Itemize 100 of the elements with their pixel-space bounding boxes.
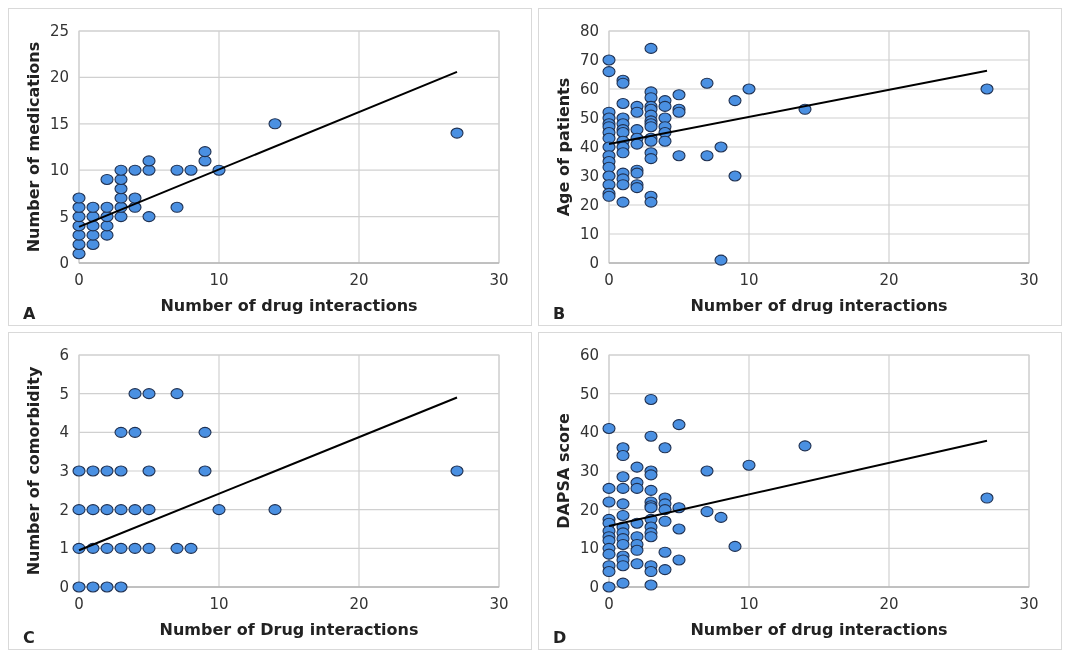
y-axis-title: Number of comorbidity xyxy=(24,366,43,576)
point xyxy=(72,238,86,250)
point xyxy=(86,201,100,213)
point xyxy=(170,164,184,176)
point xyxy=(142,465,156,477)
point xyxy=(184,164,198,176)
point xyxy=(268,118,282,130)
point xyxy=(86,229,100,241)
point xyxy=(72,201,86,213)
x-axis-title: Number of drug interactions xyxy=(160,296,418,315)
x-axis-title: Number of Drug interactions xyxy=(159,620,419,639)
text: A xyxy=(23,304,36,323)
x-tick-label: 20 xyxy=(349,271,369,289)
point xyxy=(198,426,212,438)
point xyxy=(114,183,128,195)
point xyxy=(114,426,128,438)
point xyxy=(72,465,86,477)
y-tick-label: 70 xyxy=(579,51,599,69)
point xyxy=(114,211,128,223)
point xyxy=(142,211,156,223)
point xyxy=(86,238,100,250)
point xyxy=(100,542,114,554)
y-tick-label: 40 xyxy=(579,138,599,156)
y-tick-label: 6 xyxy=(59,346,69,364)
x-tick-label: 30 xyxy=(1019,595,1039,613)
point xyxy=(142,504,156,516)
point xyxy=(100,201,114,213)
point xyxy=(114,542,128,554)
point xyxy=(100,465,114,477)
point xyxy=(114,581,128,593)
point xyxy=(72,581,86,593)
point xyxy=(114,465,128,477)
y-tick-label: 50 xyxy=(579,109,599,127)
y-tick-label: 5 xyxy=(59,384,69,403)
point xyxy=(114,504,128,516)
point xyxy=(170,542,184,554)
y-tick-label: 25 xyxy=(49,22,69,40)
y-tick-label: 3 xyxy=(59,462,69,480)
point xyxy=(170,201,184,213)
y-tick-label: 60 xyxy=(579,80,599,98)
y-tick-label: 1 xyxy=(59,539,69,558)
point xyxy=(184,542,198,554)
point xyxy=(142,388,156,400)
y-tick-label: 10 xyxy=(579,539,599,558)
x-tick-label: 20 xyxy=(879,595,899,613)
y-tick-label: 0 xyxy=(59,254,69,272)
point xyxy=(212,504,226,516)
point xyxy=(128,388,142,400)
y-axis-title: DAPSA score xyxy=(554,413,573,529)
x-tick-label: 10 xyxy=(209,271,229,289)
y-tick-label: 4 xyxy=(59,423,69,442)
text: B xyxy=(553,304,566,323)
x-axis-title: Number of drug interactions xyxy=(690,296,948,315)
point xyxy=(128,542,142,554)
y-tick-label: 30 xyxy=(579,462,599,480)
x-tick-label: 0 xyxy=(604,595,614,613)
x-tick-label: 20 xyxy=(879,271,899,289)
point xyxy=(114,192,128,204)
point xyxy=(114,173,128,186)
x-axis-title: Number of drug interactions xyxy=(690,620,948,639)
text: C xyxy=(23,628,35,647)
y-tick-label: 0 xyxy=(59,578,69,596)
x-tick-label: 10 xyxy=(739,271,759,289)
x-tick-label: 0 xyxy=(74,595,84,613)
y-tick-label: 50 xyxy=(579,384,599,403)
point xyxy=(142,164,156,176)
point xyxy=(128,192,142,204)
point xyxy=(72,504,86,516)
point xyxy=(450,127,464,139)
x-tick-label: 30 xyxy=(489,271,509,289)
x-tick-label: 30 xyxy=(1019,271,1039,289)
point xyxy=(198,155,212,167)
y-tick-label: 10 xyxy=(579,225,599,243)
y-tick-label: 80 xyxy=(579,22,599,40)
point xyxy=(128,164,142,176)
text: D xyxy=(553,628,567,647)
point xyxy=(128,426,142,438)
point xyxy=(100,173,114,186)
x-tick-label: 0 xyxy=(604,271,614,289)
y-tick-label: 20 xyxy=(579,500,599,519)
point xyxy=(198,146,212,158)
x-tick-label: 10 xyxy=(739,595,759,613)
y-tick-label: 40 xyxy=(579,423,599,442)
point xyxy=(86,504,100,516)
point xyxy=(100,229,114,241)
point xyxy=(142,155,156,167)
point xyxy=(268,504,282,516)
y-tick-label: 60 xyxy=(579,346,599,364)
x-tick-label: 0 xyxy=(74,271,84,289)
x-tick-label: 20 xyxy=(349,595,369,613)
point xyxy=(72,229,86,241)
point xyxy=(100,220,114,232)
x-tick-label: 30 xyxy=(489,595,509,613)
point xyxy=(128,504,142,516)
y-tick-label: 10 xyxy=(49,161,69,180)
point xyxy=(100,504,114,516)
point xyxy=(142,542,156,554)
point xyxy=(72,192,86,204)
y-tick-label: 5 xyxy=(59,207,69,226)
y-tick-label: 2 xyxy=(59,500,69,519)
